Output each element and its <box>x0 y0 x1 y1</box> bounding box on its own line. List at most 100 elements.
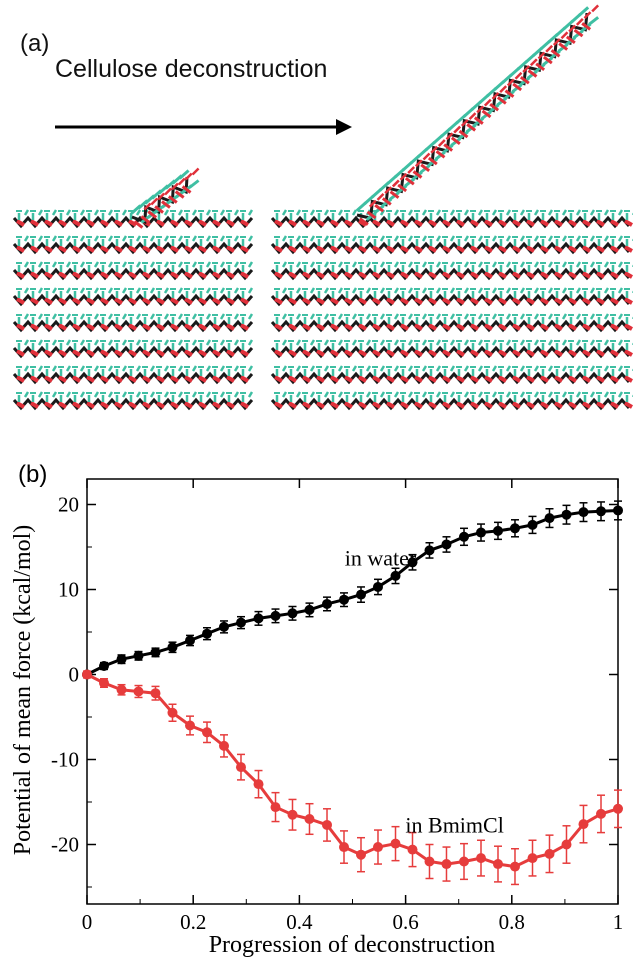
panel-b-label: (b) <box>18 461 47 488</box>
data-point <box>613 803 623 814</box>
cellulose-chain-row <box>12 261 254 281</box>
x-tick-label: 0.8 <box>499 910 525 934</box>
y-tick-label: 20 <box>58 493 79 517</box>
cellulose-chain-row <box>12 365 254 385</box>
data-point <box>202 628 213 639</box>
data-point <box>133 650 144 661</box>
data-point <box>235 762 246 773</box>
data-point <box>202 727 213 738</box>
data-point <box>492 859 503 870</box>
data-point <box>167 642 178 653</box>
y-tick-label: -10 <box>51 748 79 772</box>
cellulose-chain-row <box>12 209 254 229</box>
data-point <box>459 531 470 542</box>
panel-a-headline: Cellulose deconstruction <box>55 55 328 83</box>
cellulose-chain-row <box>12 339 254 359</box>
data-point <box>441 859 452 870</box>
data-point <box>578 819 589 830</box>
data-point <box>150 647 161 658</box>
data-point <box>322 819 333 830</box>
data-point <box>390 838 401 849</box>
cellulose-chain-row <box>12 391 254 411</box>
cellulose-chain-row <box>12 287 254 307</box>
data-point <box>509 861 520 872</box>
cellulose-chain-row <box>270 391 633 411</box>
data-point <box>372 842 383 853</box>
x-tick-label: 1 <box>613 910 624 934</box>
data-point <box>98 678 109 688</box>
cellulose-chain-row <box>270 365 633 385</box>
data-point <box>527 519 538 530</box>
data-point <box>355 849 366 860</box>
data-point <box>596 506 607 517</box>
data-point <box>424 545 435 556</box>
data-point <box>544 513 555 524</box>
y-axis: 20 10 0 -10 -20 <box>51 493 618 888</box>
data-point <box>185 720 196 731</box>
data-point <box>253 613 264 624</box>
y-tick-label: 10 <box>58 578 79 602</box>
data-point <box>390 570 401 581</box>
series-annotation: in BmimCl <box>405 813 503 838</box>
data-point <box>287 608 298 619</box>
data-point <box>407 557 418 568</box>
x-tick-label: 0.6 <box>392 910 418 934</box>
data-point <box>509 523 520 534</box>
data-point <box>116 684 127 695</box>
data-point <box>82 669 92 680</box>
data-point <box>253 779 264 790</box>
data-point <box>339 594 350 605</box>
x-tick-label: 0 <box>82 910 93 934</box>
x-axis: 0 0.2 0.4 0.6 0.8 1 <box>82 479 624 934</box>
cellulose-chain-row <box>270 287 633 307</box>
data-point <box>527 853 538 864</box>
data-point <box>544 848 555 859</box>
data-point <box>150 688 161 699</box>
data-point <box>167 707 178 718</box>
data-point <box>441 539 452 550</box>
data-point <box>476 853 487 864</box>
data-point <box>424 856 435 867</box>
data-point <box>339 842 350 853</box>
cellulose-chain-row <box>270 339 633 359</box>
cellulose-chain-row <box>270 209 633 229</box>
series-line <box>86 508 619 676</box>
data-point <box>476 527 487 538</box>
data-point <box>492 525 503 536</box>
data-point <box>561 509 572 520</box>
series-annotation: in water <box>345 546 417 571</box>
plot-frame <box>86 478 619 905</box>
series-bmimcl <box>82 669 623 886</box>
data-point <box>596 808 607 819</box>
panel-a-label: (a) <box>20 30 50 57</box>
cellulose-chain-row <box>12 235 254 255</box>
data-point <box>304 814 315 824</box>
x-axis-label: Progression of deconstruction <box>209 932 496 957</box>
cellulose-illustration <box>12 4 633 411</box>
deconstruction-arrow <box>55 119 352 135</box>
cellulose-crystal-initial <box>12 209 254 411</box>
data-point <box>322 598 333 609</box>
series-water <box>82 500 623 680</box>
data-point <box>407 844 418 855</box>
x-tick-label: 0.4 <box>286 910 313 934</box>
peeling-chain-long <box>355 4 600 226</box>
data-point <box>98 661 109 671</box>
series-line <box>86 673 619 869</box>
peeling-chain-short <box>130 167 200 229</box>
data-point <box>218 621 229 632</box>
data-point <box>578 507 589 518</box>
data-point <box>459 856 470 867</box>
annotations: in water in BmimCl <box>345 546 504 838</box>
data-point <box>218 740 229 751</box>
data-point <box>613 505 623 516</box>
data-point <box>304 604 315 615</box>
data-point <box>185 635 196 646</box>
data-point <box>270 802 281 813</box>
y-tick-label: -20 <box>51 833 79 857</box>
data-point <box>355 589 366 600</box>
data-point <box>235 617 246 628</box>
cellulose-chain-row <box>270 313 633 333</box>
data-point <box>133 686 144 697</box>
